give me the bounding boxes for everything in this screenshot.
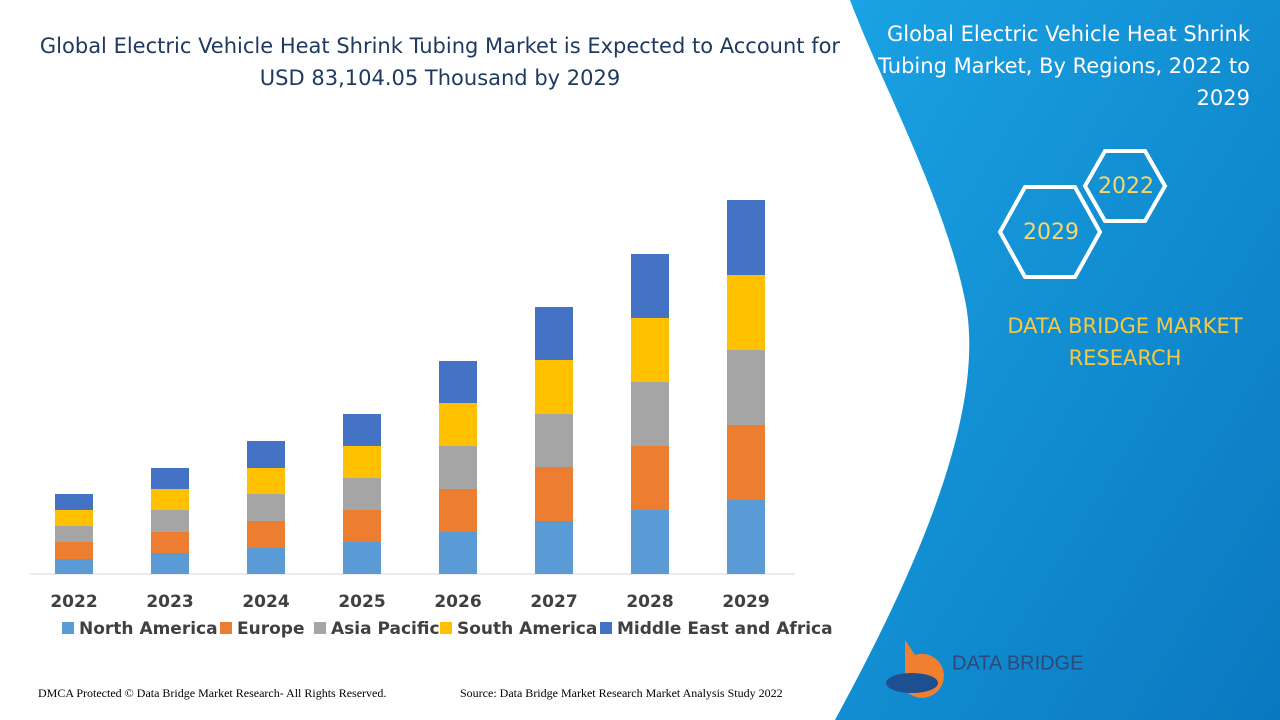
bar-segment xyxy=(151,532,189,553)
legend-swatch xyxy=(440,622,452,634)
x-tick-label: 2022 xyxy=(50,592,97,612)
bar-segment xyxy=(439,361,477,403)
x-tick-label: 2027 xyxy=(530,592,577,612)
brand: DATA BRIDGE MARKET RESEARCH xyxy=(1007,314,1243,370)
bar-segment xyxy=(535,414,573,467)
bar-segment xyxy=(343,446,381,478)
bar-segment xyxy=(343,510,381,542)
legend-swatch xyxy=(600,622,612,634)
x-tick-label: 2026 xyxy=(434,592,481,612)
bar-segment xyxy=(55,510,93,526)
x-tick-label: 2024 xyxy=(242,592,289,612)
bar-segment xyxy=(151,510,189,532)
chart-title: Global Electric Vehicle Heat Shrink Tubi… xyxy=(39,34,841,90)
x-tick-label: 2028 xyxy=(626,592,673,612)
side-panel xyxy=(835,0,1280,720)
bar-segment xyxy=(247,494,285,521)
footer-right: Source: Data Bridge Market Research Mark… xyxy=(460,686,783,700)
bar-segment xyxy=(247,521,285,548)
legend-label: Asia Pacific xyxy=(331,619,440,639)
bar-segment xyxy=(727,200,765,275)
bar-segment xyxy=(631,318,669,382)
logo-mark xyxy=(886,673,938,693)
bar-segment xyxy=(631,510,669,574)
bar-segment xyxy=(727,350,765,425)
bar-segment xyxy=(727,425,765,500)
bar-segment xyxy=(55,542,93,559)
panel-title: Global Electric Vehicle Heat Shrink Tubi… xyxy=(878,22,1250,110)
bar-segment xyxy=(247,441,285,468)
bar-segment xyxy=(535,307,573,360)
legend-label: North America xyxy=(79,619,218,639)
bar-segment xyxy=(631,254,669,318)
x-tick-label: 2023 xyxy=(146,592,193,612)
legend-swatch xyxy=(314,622,326,634)
legend-swatch xyxy=(220,622,232,634)
logo-text: DATA BRIDGE xyxy=(952,652,1084,674)
bar-segment xyxy=(439,403,477,446)
x-tick-label: 2029 xyxy=(722,592,769,612)
bar-segment xyxy=(55,559,93,574)
bar-segment xyxy=(151,468,189,489)
hex-label: 2022 xyxy=(1098,174,1154,199)
legend-swatch xyxy=(62,622,74,634)
legend-label: Middle East and Africa xyxy=(617,619,833,639)
hex-label: 2029 xyxy=(1023,220,1079,245)
bar-segment xyxy=(55,526,93,542)
bar-segment xyxy=(727,500,765,574)
legend-label: South America xyxy=(457,619,597,639)
legend-label: Europe xyxy=(237,619,304,639)
bar-segment xyxy=(343,414,381,446)
bar-segment xyxy=(151,553,189,574)
bar-segment xyxy=(727,275,765,350)
bar-segment xyxy=(439,446,477,489)
bar-segment xyxy=(151,489,189,510)
bar-segment xyxy=(535,467,573,521)
bar-segment xyxy=(55,494,93,510)
footer-left: DMCA Protected © Data Bridge Market Rese… xyxy=(38,686,387,700)
bar-segment xyxy=(631,382,669,446)
bar-segment xyxy=(439,489,477,532)
bar-segment xyxy=(343,542,381,574)
bar-segment xyxy=(247,468,285,494)
bar-segment xyxy=(535,360,573,414)
x-tick-label: 2025 xyxy=(338,592,385,612)
hexagon xyxy=(997,185,1103,279)
bar-segment xyxy=(343,478,381,510)
bar-segment xyxy=(535,521,573,574)
bar-segment xyxy=(439,532,477,574)
hexagon xyxy=(1082,149,1168,223)
bar-segment xyxy=(631,446,669,510)
bar-segment xyxy=(247,548,285,574)
